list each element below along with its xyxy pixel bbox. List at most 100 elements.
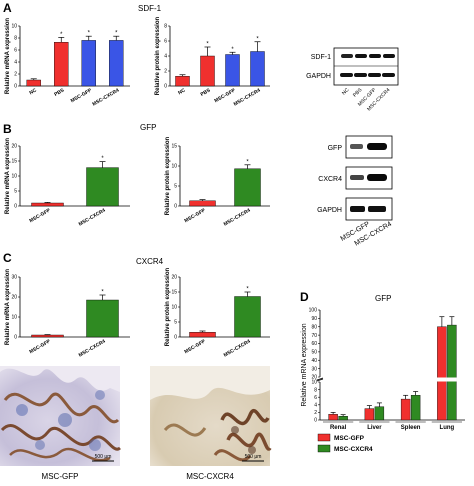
x-tick-label: Lung [440, 425, 455, 431]
y-tick-label: 4 [164, 54, 167, 60]
x-tick-label: PBS [200, 87, 212, 98]
legend-swatch [317, 433, 331, 442]
bar-pbs [54, 42, 69, 87]
x-tick-label: MSC-GFP [29, 338, 53, 355]
y-tick-label: 50 [311, 350, 317, 356]
y-tick-label: 30 [311, 366, 317, 372]
y-tick-label: 6 [164, 39, 167, 45]
y-tick-label: 0 [174, 335, 177, 341]
x-tick-label: MSC-GFP [184, 338, 208, 355]
y-tick-label: 0 [14, 204, 17, 210]
y-tick-label: 4 [14, 60, 17, 66]
panel-label-b: B [3, 122, 12, 136]
caption-msc-gfp: MSC-GFP [42, 472, 79, 481]
y-tick-label: 30 [11, 275, 17, 281]
x-tick-label: MSC-CXCR4 [233, 87, 262, 107]
x-tick-label: Spleen [401, 425, 421, 431]
bar-pbs [200, 55, 215, 87]
y-axis-label: Relative protein expression [165, 267, 171, 346]
x-tick-label: MSC-GFP [29, 207, 53, 224]
x-tick-label: MSC-GFP [184, 207, 208, 224]
x-tick-label: MSC-CXCR4 [78, 338, 107, 358]
panel-label-a: A [3, 1, 12, 15]
x-tick-label: NC [177, 87, 187, 96]
significance-mark: * [101, 290, 104, 296]
bar-lung-msc-gfp [437, 326, 447, 421]
caption-msc-cxcr4: MSC-CXCR4 [186, 472, 234, 481]
y-tick-label: 4 [314, 403, 317, 409]
axis-break-mark [316, 377, 324, 381]
y-tick-label: 15 [171, 144, 177, 150]
y-axis-label: Relative mRNA expression [5, 18, 11, 94]
y-axis-label: Relative mRNA expression [5, 269, 11, 345]
scale-bar-left: 500 μm [95, 454, 112, 460]
y-tick-label: 0 [314, 418, 317, 424]
blot-b-label-gapdh: GAPDH [317, 207, 342, 214]
y-tick-label: 0 [14, 335, 17, 341]
y-axis-label: Relative protein expression [155, 16, 161, 95]
micrograph-msc-cxcr4: 500 μm MSC-CXCR4 [150, 366, 272, 481]
significance-mark: * [101, 156, 104, 162]
y-tick-label: 5 [174, 320, 177, 326]
y-tick-label: 0 [164, 84, 167, 90]
bar-lung-msc-cxcr4 [447, 324, 457, 421]
x-tick-label: MSC-GFP [70, 87, 94, 104]
y-tick-label: 6 [314, 395, 317, 401]
bar-msc-cxcr4 [86, 299, 119, 338]
bar-nc [26, 79, 41, 87]
y-tick-label: 5 [174, 184, 177, 190]
western-blot-b: GFP CXCR4 GAPDH MSC-GFP MSC-CXCR4 [317, 135, 393, 248]
y-tick-label: 10 [11, 174, 17, 180]
section-title-cxcr4: CXCR4 [136, 257, 164, 266]
significance-mark: * [231, 47, 234, 53]
x-tick-label: NC [28, 87, 38, 96]
bar-msc-gfp [31, 334, 64, 338]
x-tick-label: Renal [330, 425, 347, 431]
blot-b-label-gfp: GFP [328, 145, 343, 152]
y-tick-label: 20 [311, 375, 317, 381]
y-tick-label: 20 [11, 144, 17, 150]
significance-mark: * [256, 36, 259, 42]
significance-mark: * [115, 31, 118, 37]
x-tick-label: MSC-CXCR4 [78, 207, 107, 227]
blot-a-lane-pbs: PBS [352, 87, 364, 99]
y-axis-label: Relative mRNA expression [301, 323, 308, 406]
significance-mark: * [246, 287, 249, 293]
bar-liver-msc-cxcr4 [374, 406, 385, 421]
y-tick-label: 10 [171, 305, 177, 311]
y-tick-label: 15 [171, 290, 177, 296]
y-tick-label: 10 [311, 380, 317, 386]
bar-spleen-msc-cxcr4 [410, 395, 421, 421]
section-title-sdf1: SDF-1 [138, 4, 162, 13]
bar-msc-cxcr4 [86, 167, 119, 207]
bar-msc-cxcr4 [250, 51, 265, 87]
bar-msc-gfp [81, 40, 96, 87]
bar-spleen-msc-gfp [400, 398, 411, 421]
bar-break [436, 377, 447, 382]
y-tick-label: 6 [14, 48, 17, 54]
blot-b-label-cxcr4: CXCR4 [318, 176, 342, 183]
section-title-gfp: GFP [140, 123, 156, 132]
bar-msc-gfp [225, 54, 240, 87]
blot-a-label-gapdh: GAPDH [306, 73, 331, 80]
bar-renal-msc-cxcr4 [338, 416, 348, 421]
significance-mark: * [246, 159, 249, 165]
significance-mark: * [206, 42, 209, 48]
y-tick-label: 10 [11, 315, 17, 321]
significance-mark: * [88, 31, 91, 37]
y-tick-label: 100 [309, 308, 318, 314]
western-blot-a: SDF-1 GAPDH NC PBS MSC-GFP MSC-CXCR4 [306, 47, 399, 112]
bar-nc [175, 76, 190, 87]
y-tick-label: 15 [11, 159, 17, 165]
x-tick-label: MSC-CXCR4 [223, 338, 252, 358]
y-tick-label: 20 [171, 275, 177, 281]
y-tick-label: 5 [14, 189, 17, 195]
y-tick-label: 40 [311, 358, 317, 364]
